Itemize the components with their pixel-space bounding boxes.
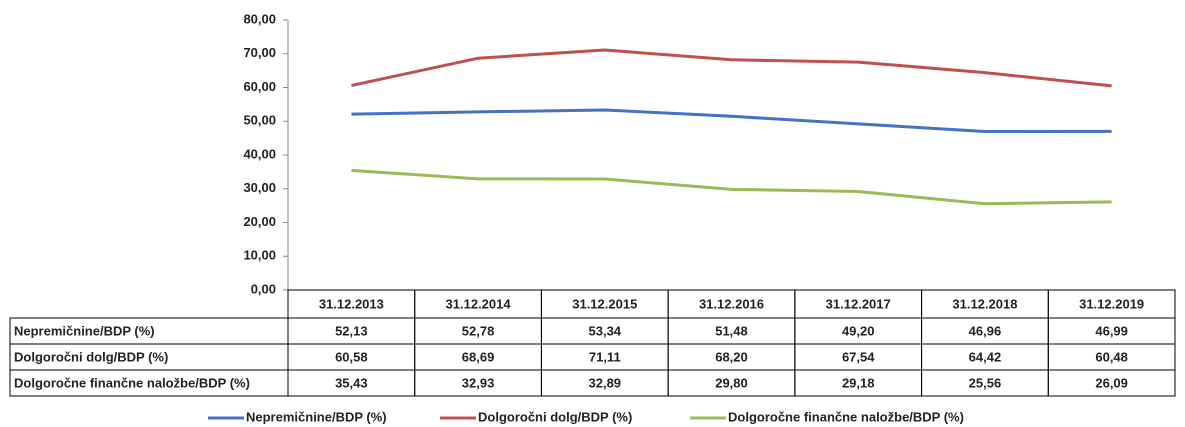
value-label: 35,43 [335,375,368,390]
legend-label: Nepremičnine/BDP (%) [246,409,387,424]
series-label: Nepremičnine/BDP (%) [14,323,155,338]
y-tick-label: 10,00 [243,248,276,263]
value-label: 29,80 [715,375,748,390]
value-label: 29,18 [842,375,875,390]
legend-label: Dolgoročni dolg/BDP (%) [478,409,632,424]
y-tick-label: 70,00 [243,45,276,60]
value-label: 32,89 [589,375,622,390]
legend-label: Dolgoročne finančne naložbe/BDP (%) [728,409,964,424]
value-label: 64,42 [969,349,1002,364]
value-label: 46,99 [1095,323,1128,338]
value-label: 67,54 [842,349,875,364]
value-label: 51,48 [715,323,748,338]
y-tick-label: 40,00 [243,146,276,161]
y-tick-label: 80,00 [243,11,276,26]
value-label: 46,96 [969,323,1002,338]
series-line [351,108,1112,133]
value-label: 60,48 [1095,349,1128,364]
category-label: 31.12.2017 [826,296,891,311]
category-label: 31.12.2019 [1079,296,1144,311]
category-label: 31.12.2014 [446,296,512,311]
value-label: 49,20 [842,323,875,338]
value-label: 53,34 [589,323,622,338]
y-tick-label: 50,00 [243,113,276,128]
y-tick-label: 0,00 [251,281,276,296]
value-label: 25,56 [969,375,1002,390]
value-label: 68,69 [462,349,495,364]
value-label: 32,93 [462,375,495,390]
category-label: 31.12.2013 [319,296,384,311]
value-label: 68,20 [715,349,748,364]
series-label: Dolgoročne finančne naložbe/BDP (%) [14,375,250,390]
table-cell [1047,369,1176,397]
value-label: 71,11 [589,349,621,364]
y-tick-label: 30,00 [243,180,276,195]
value-label: 60,58 [335,349,368,364]
category-label: 31.12.2015 [572,296,637,311]
series-label: Dolgoročni dolg/BDP (%) [14,349,168,364]
category-label: 31.12.2016 [699,296,764,311]
value-label: 52,78 [462,323,495,338]
series-line [351,48,1112,88]
category-label: 31.12.2018 [952,296,1017,311]
y-tick-label: 20,00 [243,214,276,229]
value-label: 52,13 [335,323,368,338]
y-tick-label: 60,00 [243,79,276,94]
value-label: 26,09 [1095,375,1128,390]
series-line [351,168,1112,206]
